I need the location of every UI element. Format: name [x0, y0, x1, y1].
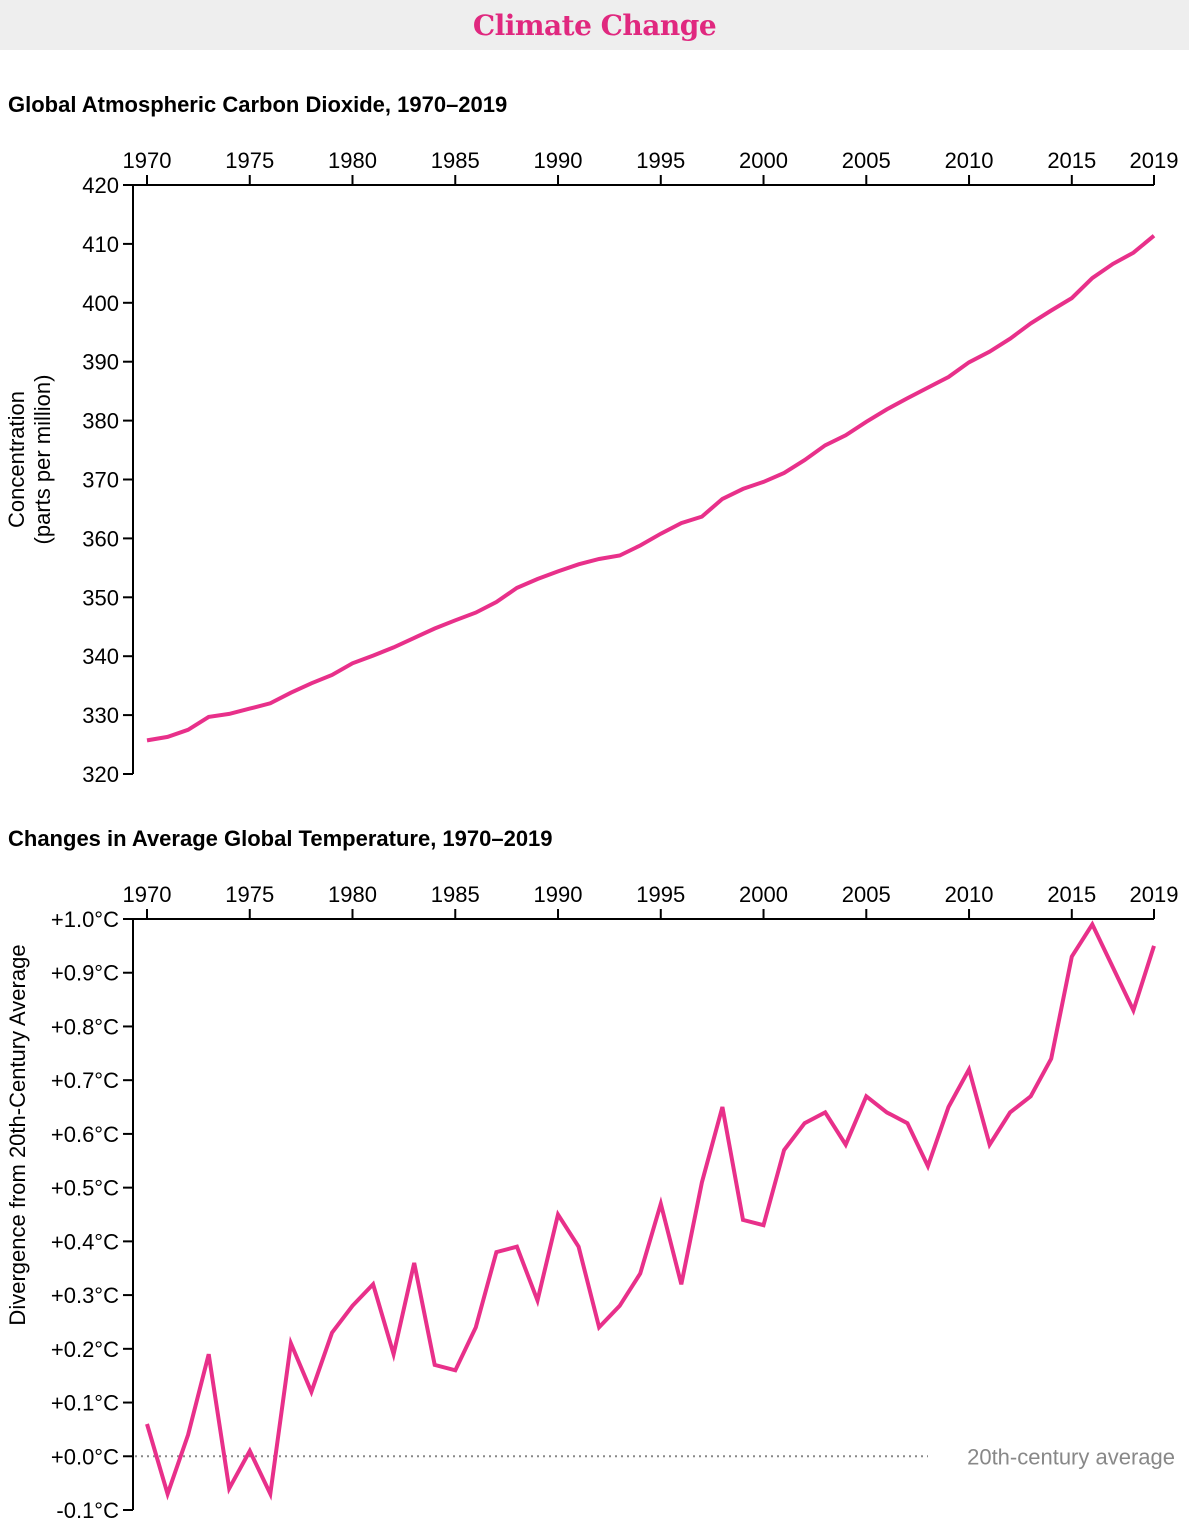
y-tick-label: 380 — [82, 409, 119, 434]
header-bar: Climate Change — [0, 0, 1189, 50]
x-tick-label: 1975 — [225, 882, 274, 907]
y-tick-label: +0.5°C — [51, 1176, 119, 1201]
x-tick-label: 1970 — [123, 148, 172, 173]
y-axis-label: Concentration — [4, 391, 29, 528]
y-tick-label: 400 — [82, 291, 119, 316]
y-tick-label: 390 — [82, 350, 119, 375]
page-title: Climate Change — [472, 9, 717, 42]
y-tick-label: +0.8°C — [51, 1014, 119, 1039]
x-tick-label: 2019 — [1130, 882, 1179, 907]
y-tick-label: +0.9°C — [51, 961, 119, 986]
x-tick-label: 2000 — [739, 148, 788, 173]
x-tick-label: 2015 — [1047, 148, 1096, 173]
x-tick-label: 1980 — [328, 148, 377, 173]
x-tick-label: 1970 — [123, 882, 172, 907]
chart-title: Changes in Average Global Temperature, 1… — [8, 826, 553, 851]
x-tick-label: 1975 — [225, 148, 274, 173]
y-tick-label: +0.0°C — [51, 1444, 119, 1469]
x-tick-label: 1980 — [328, 882, 377, 907]
x-tick-label: 1985 — [431, 148, 480, 173]
series-line — [146, 234, 1156, 743]
x-tick-label: 1995 — [636, 148, 685, 173]
chart-title: Global Atmospheric Carbon Dioxide, 1970–… — [8, 92, 507, 117]
y-axis-label: (parts per million) — [30, 375, 55, 545]
x-tick-label: 2005 — [842, 148, 891, 173]
y-tick-label: +0.3°C — [51, 1283, 119, 1308]
x-tick-label: 2010 — [945, 148, 994, 173]
y-tick-label: +1.0°C — [51, 907, 119, 932]
x-tick-label: 2019 — [1130, 148, 1179, 173]
y-axis-label: Divergence from 20th-Century Average — [5, 944, 30, 1325]
y-tick-label: 330 — [82, 703, 119, 728]
y-tick-label: 420 — [82, 173, 119, 198]
y-tick-label: -0.1°C — [56, 1498, 119, 1523]
series-line — [145, 920, 1156, 1501]
y-tick-label: 410 — [82, 232, 119, 257]
y-tick-label: +0.7°C — [51, 1068, 119, 1093]
y-tick-label: 340 — [82, 644, 119, 669]
x-tick-label: 2005 — [842, 882, 891, 907]
x-tick-label: 2015 — [1047, 882, 1096, 907]
y-tick-label: +0.6°C — [51, 1122, 119, 1147]
x-tick-label: 1995 — [636, 882, 685, 907]
y-tick-label: +0.1°C — [51, 1391, 119, 1416]
reference-line-label: 20th-century average — [967, 1444, 1175, 1469]
chart-2: Changes in Average Global Temperature, 1… — [5, 826, 1178, 1523]
x-tick-label: 2010 — [945, 882, 994, 907]
x-tick-label: 1990 — [534, 882, 583, 907]
y-tick-label: +0.4°C — [51, 1229, 119, 1254]
x-tick-label: 1985 — [431, 882, 480, 907]
y-tick-label: 370 — [82, 468, 119, 493]
x-tick-label: 2000 — [739, 882, 788, 907]
y-tick-label: 350 — [82, 585, 119, 610]
y-tick-label: +0.2°C — [51, 1337, 119, 1362]
y-tick-label: 360 — [82, 526, 119, 551]
chart-1: Global Atmospheric Carbon Dioxide, 1970–… — [4, 92, 1178, 787]
x-tick-label: 1990 — [534, 148, 583, 173]
y-tick-label: 320 — [82, 762, 119, 787]
